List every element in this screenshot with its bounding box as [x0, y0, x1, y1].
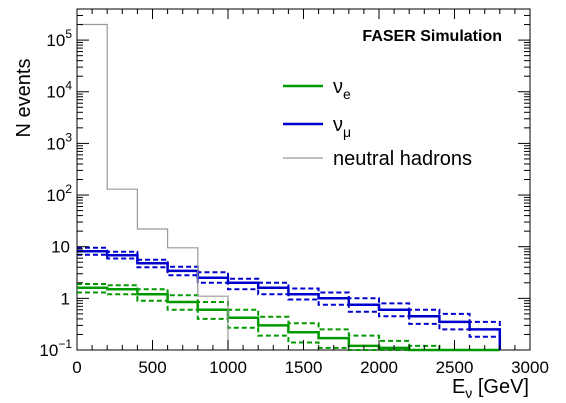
series-0-lower-band: [77, 291, 470, 351]
series-layer: [77, 23, 502, 352]
legend-label-neutral-hadrons: neutral hadrons: [333, 148, 472, 170]
y-tick-label: 104: [46, 79, 72, 102]
x-tick-label: 3000: [511, 358, 549, 377]
series-2-histogram: [77, 23, 229, 350]
chart-annotation: FASER Simulation: [362, 28, 502, 45]
x-tick-label: 500: [138, 358, 166, 377]
y-tick-label: 102: [46, 182, 72, 205]
x-axis-title: Eν [GeV]: [452, 376, 529, 401]
x-tick-label: 0: [72, 358, 81, 377]
series-0-histogram: [77, 286, 500, 352]
series-1-lower-band: [77, 253, 501, 350]
series-0-upper-band: [77, 283, 500, 351]
tick-layer: 0 500 1000 1500 2000 2500 3000 10−1 1 10 102 103 104…: [39, 8, 549, 377]
series-2: [77, 23, 229, 350]
x-tick-label: 1000: [209, 358, 247, 377]
legend-label-nu-mu: νμ: [333, 114, 351, 140]
x-tick-label: 2000: [360, 358, 398, 377]
y-axis-title: N events: [13, 59, 35, 138]
series-0: [77, 283, 500, 352]
legend-label-nu-e: νe: [333, 76, 351, 102]
y-tick-label: 1: [61, 289, 70, 308]
series-1: [77, 246, 502, 350]
y-tick-label: 10: [51, 238, 70, 257]
plot-frame: [76, 8, 531, 351]
x-tick-label: 1500: [285, 358, 323, 377]
y-tick-label: 105: [46, 27, 72, 50]
y-tick-label: 103: [46, 130, 72, 153]
x-tick-label: 2500: [436, 358, 474, 377]
series-1-histogram: [77, 249, 502, 350]
y-tick-label: 10−1: [39, 337, 72, 360]
legend: νe νμ neutral hadrons: [283, 76, 472, 170]
